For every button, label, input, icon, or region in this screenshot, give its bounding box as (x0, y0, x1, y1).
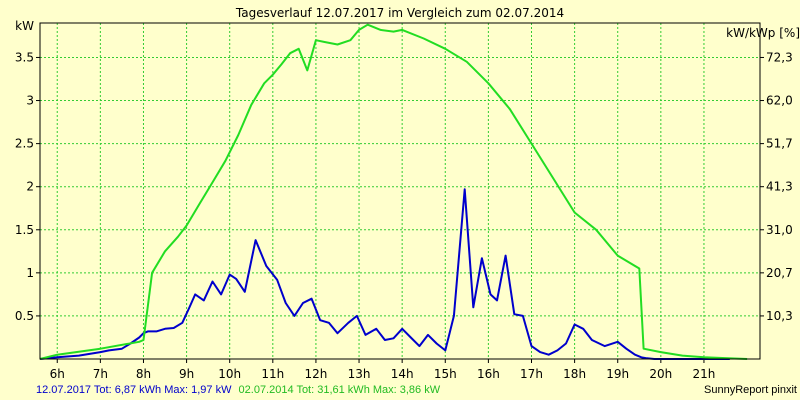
plot-frame (39, 22, 761, 360)
series-line-2 (39, 23, 748, 360)
x-tick-label: 15h (434, 367, 457, 381)
x-tick-label: 17h (520, 367, 543, 381)
y-tick-label: 0.5 (15, 309, 34, 323)
y-tick-label: 1.5 (15, 223, 34, 237)
series-lines (39, 23, 748, 360)
x-tick-label: 10h (218, 367, 241, 381)
y-tick-label: 1 (26, 266, 34, 280)
y-tick-label: 2.5 (15, 137, 34, 151)
y-right-tick-label: 10,3 (766, 309, 793, 323)
chart-title: Tagesverlauf 12.07.2017 im Vergleich zum… (235, 6, 564, 20)
x-tick-label: 9h (179, 367, 194, 381)
y-right-tick-label: 62,0 (766, 94, 793, 108)
x-tick-label: 19h (606, 367, 629, 381)
x-tick-label: 16h (477, 367, 500, 381)
x-tick-label: 8h (136, 367, 151, 381)
y-axis-ticks: 0.5 1 1.5 2 2.5 3 3.5 (15, 50, 40, 323)
footer-series-2: 02.07.2014 Tot: 31,61 kWh Max: 3,86 kW (239, 384, 441, 396)
y-axis-label: kW (15, 19, 34, 33)
x-tick-label: 6h (50, 367, 65, 381)
series-line-1 (39, 188, 730, 360)
footer-brand: SunnyReport pinxit (704, 384, 797, 396)
x-tick-label: 14h (391, 367, 414, 381)
x-tick-label: 7h (93, 367, 108, 381)
y-axis-right-ticks: 10,3 20,7 31,0 41,3 51,7 62,0 72,3 (760, 50, 793, 323)
x-tick-label: 21h (693, 367, 716, 381)
y-axis-right-label: kW/kWp [%] (726, 26, 800, 40)
x-axis-ticks: 6h 7h 8h 9h 10h 11h 12h 13h 14h 15h 16h 17h 18h 19h 20… (50, 359, 716, 381)
y-right-tick-label: 72,3 (766, 50, 793, 64)
x-tick-label: 12h (304, 367, 327, 381)
y-right-tick-label: 51,7 (766, 137, 793, 151)
y-right-tick-label: 41,3 (766, 180, 793, 194)
grid (40, 23, 760, 359)
footer-series-1: 12.07.2017 Tot: 6,87 kWh Max: 1,97 kW (36, 384, 232, 396)
x-tick-label: 11h (261, 367, 284, 381)
x-tick-label: 20h (649, 367, 672, 381)
y-right-tick-label: 20,7 (766, 266, 793, 280)
y-right-tick-label: 31,0 (766, 223, 793, 237)
y-tick-label: 3 (26, 94, 34, 108)
y-tick-label: 2 (26, 180, 34, 194)
y-tick-label: 3.5 (15, 50, 34, 64)
footer-summary: 12.07.2017 Tot: 6,87 kWh Max: 1,97 kW 02… (36, 384, 441, 396)
x-tick-label: 13h (348, 367, 371, 381)
x-tick-label: 18h (563, 367, 586, 381)
